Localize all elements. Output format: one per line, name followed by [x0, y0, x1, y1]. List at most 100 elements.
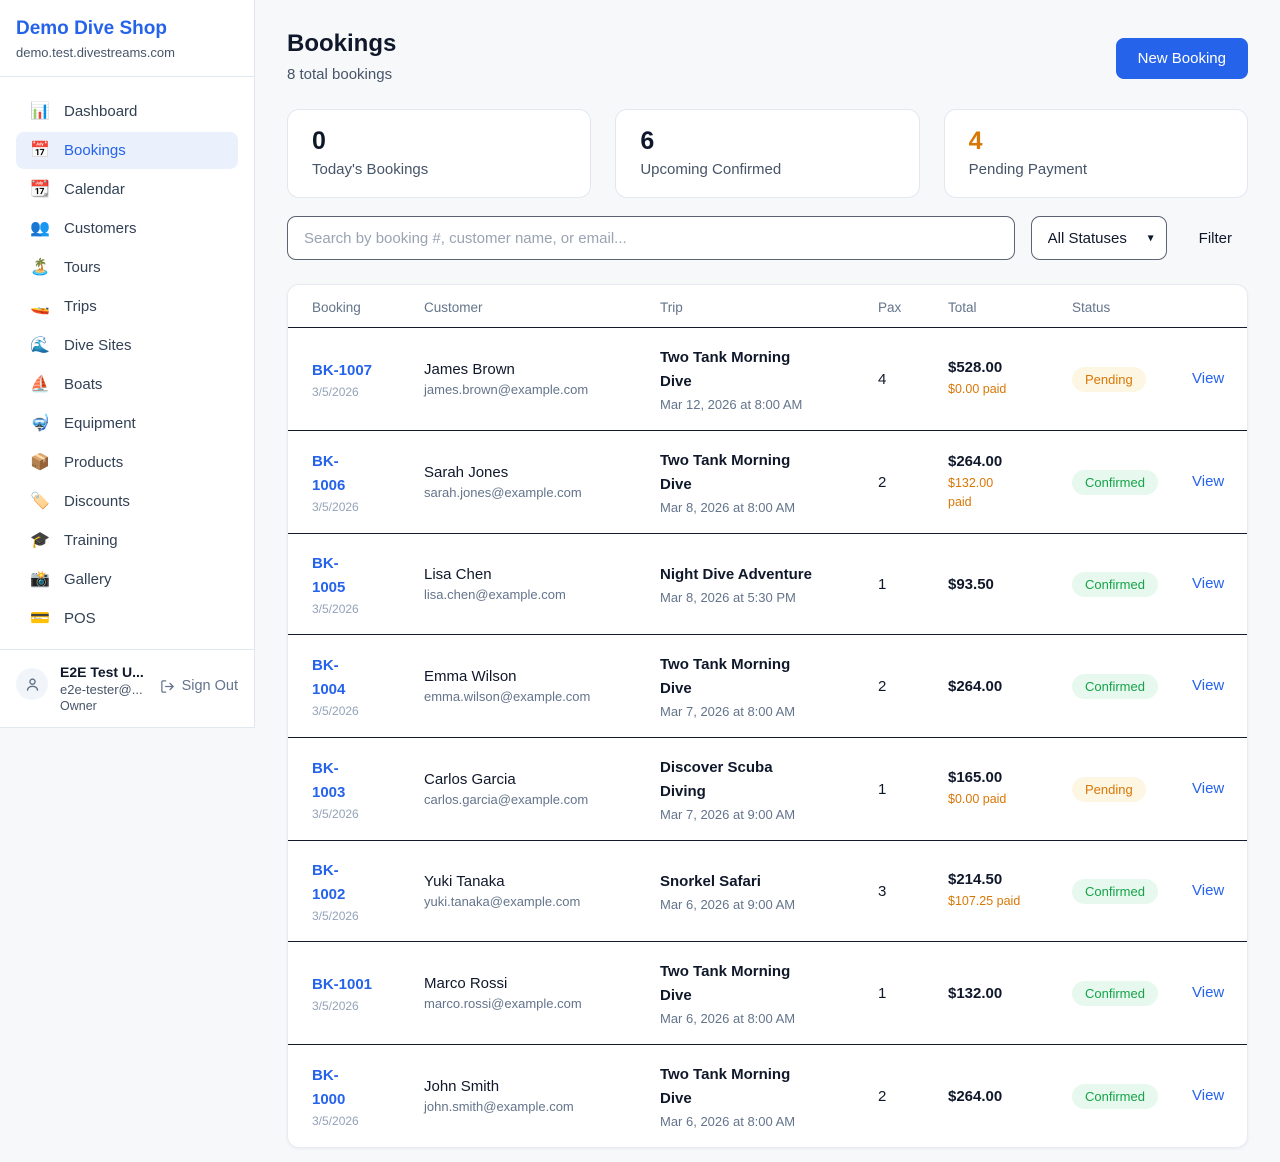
sidebar-item-gallery[interactable]: 📸 Gallery: [16, 561, 238, 598]
status-select-wrap: All Statuses ▾: [1030, 216, 1167, 260]
view-link[interactable]: View: [1192, 984, 1225, 1001]
table-row: BK-1001 3/5/2026 Marco Rossi marco.rossi…: [288, 942, 1247, 1045]
view-link[interactable]: View: [1192, 473, 1225, 490]
sidebar-item-tours[interactable]: 🏝️ Tours: [16, 249, 238, 286]
products-box-icon: 📦: [30, 453, 50, 471]
user-email: e2e-tester@...: [60, 682, 143, 697]
status-cell: Confirmed: [1072, 1083, 1192, 1109]
total-cell: $214.50 $107.25 paid: [948, 871, 1072, 910]
page-title: Bookings: [287, 30, 397, 57]
booking-cell: BK- 1006 3/5/2026: [312, 450, 424, 514]
sign-out-button[interactable]: Sign Out: [160, 678, 238, 694]
booking-id-link[interactable]: BK- 1004: [312, 657, 346, 698]
trip-datetime: Mar 8, 2026 at 8:00 AM: [660, 500, 796, 515]
sidebar-item-trips[interactable]: 🚤 Trips: [16, 288, 238, 325]
sidebar-item-dive-sites[interactable]: 🌊 Dive Sites: [16, 327, 238, 364]
view-link[interactable]: View: [1192, 882, 1225, 899]
booking-id-link[interactable]: BK- 1000: [312, 1067, 346, 1108]
stats-cards: 0 Today's Bookings 6 Upcoming Confirmed …: [287, 109, 1248, 198]
customer-cell: Carlos Garcia carlos.garcia@example.com: [424, 771, 660, 807]
booking-id-link[interactable]: BK- 1006: [312, 453, 346, 494]
shop-name: Demo Dive Shop: [16, 18, 167, 39]
booking-id-link[interactable]: BK-1001: [312, 976, 373, 993]
sidebar-item-equipment[interactable]: 🤿 Equipment: [16, 405, 238, 442]
sidebar-item-label: Products: [64, 454, 124, 471]
column-header-pax: Pax: [878, 300, 902, 315]
table-row: BK- 1003 3/5/2026 Carlos Garcia carlos.g…: [288, 738, 1247, 841]
avatar: [16, 668, 48, 700]
bookings-calendar-icon: 📅: [30, 141, 50, 159]
total-amount: $264.00: [948, 453, 1003, 471]
customer-cell: Emma Wilson emma.wilson@example.com: [424, 668, 660, 704]
sidebar-item-dashboard[interactable]: 📊 Dashboard: [16, 93, 238, 130]
sidebar-item-bookings[interactable]: 📅 Bookings: [16, 132, 238, 169]
total-cell: $264.00: [948, 678, 1072, 695]
booking-id-link[interactable]: BK- 1003: [312, 760, 346, 801]
trip-name: Night Dive Adventure: [660, 566, 812, 583]
actions-cell: View: [1192, 473, 1225, 491]
sidebar-item-calendar[interactable]: 📆 Calendar: [16, 171, 238, 208]
trip-cell: Two Tank Morning Dive Mar 7, 2026 at 8:0…: [660, 653, 878, 719]
stat-value: 0: [312, 127, 326, 155]
sign-out-label: Sign Out: [181, 678, 238, 694]
view-link[interactable]: View: [1192, 575, 1225, 592]
customer-name: James Brown: [424, 361, 515, 378]
view-link[interactable]: View: [1192, 1087, 1225, 1104]
pax-cell: 1: [878, 780, 887, 798]
customer-email: marco.rossi@example.com: [424, 996, 582, 1011]
status-cell: Pending: [1072, 366, 1192, 392]
trip-name: Two Tank Morning Dive: [660, 963, 791, 1004]
customer-name: Sarah Jones: [424, 464, 509, 481]
bookings-table: Booking Customer Trip Pax Total Status B…: [287, 284, 1248, 1148]
total-cell: $264.00: [948, 1088, 1072, 1105]
equipment-mask-icon: 🤿: [30, 414, 50, 432]
search-input[interactable]: [287, 216, 1015, 260]
new-booking-button[interactable]: New Booking: [1115, 38, 1248, 79]
sidebar-item-training[interactable]: 🎓 Training: [16, 522, 238, 559]
booking-id-link[interactable]: BK- 1005: [312, 555, 346, 596]
sidebar-item-customers[interactable]: 👥 Customers: [16, 210, 238, 247]
paid-amount: $0.00 paid: [948, 382, 1007, 397]
sidebar-item-label: Training: [64, 532, 118, 549]
status-badge: Confirmed: [1072, 469, 1158, 495]
booking-id-link[interactable]: BK-1007: [312, 362, 373, 379]
actions-cell: View: [1192, 370, 1225, 388]
table-row: BK- 1006 3/5/2026 Sarah Jones sarah.jone…: [288, 431, 1247, 534]
brand-header: Demo Dive Shop demo.test.divestreams.com: [0, 0, 254, 77]
column-header-total: Total: [948, 300, 977, 315]
main-content: Bookings 8 total bookings New Booking 0 …: [255, 0, 1280, 1162]
sidebar-item-label: Bookings: [64, 142, 126, 159]
booking-date: 3/5/2026: [312, 999, 359, 1013]
paid-amount: $107.25 paid: [948, 894, 1021, 909]
view-link[interactable]: View: [1192, 677, 1225, 694]
filter-row: All Statuses ▾ Filter: [287, 216, 1248, 260]
trip-cell: Two Tank Morning Dive Mar 8, 2026 at 8:0…: [660, 449, 878, 515]
sidebar-item-boats[interactable]: ⛵ Boats: [16, 366, 238, 403]
status-badge: Pending: [1072, 776, 1146, 802]
stat-label: Pending Payment: [968, 161, 1088, 178]
sidebar-item-pos[interactable]: 💳 POS: [16, 600, 238, 637]
booking-id-link[interactable]: BK- 1002: [312, 862, 346, 903]
tours-island-icon: 🏝️: [30, 258, 50, 276]
trips-boat-icon: 🚤: [30, 297, 50, 315]
sidebar-item-label: Boats: [64, 376, 103, 393]
view-link[interactable]: View: [1192, 370, 1225, 387]
total-cell: $132.00: [948, 985, 1072, 1002]
paid-amount: $0.00 paid: [948, 792, 1007, 807]
customer-name: Carlos Garcia: [424, 771, 516, 788]
column-header-customer: Customer: [424, 300, 483, 315]
view-link[interactable]: View: [1192, 780, 1225, 797]
column-header-actions: [1192, 300, 1223, 315]
total-amount: $165.00: [948, 769, 1003, 787]
sidebar-item-products[interactable]: 📦 Products: [16, 444, 238, 481]
booking-cell: BK- 1005 3/5/2026: [312, 552, 424, 616]
stat-card: 6 Upcoming Confirmed: [615, 109, 920, 198]
status-select[interactable]: All Statuses: [1030, 216, 1167, 260]
stat-label: Today's Bookings: [312, 161, 429, 178]
table-row: BK-1007 3/5/2026 James Brown james.brown…: [288, 328, 1247, 431]
sidebar-item-discounts[interactable]: 🏷️ Discounts: [16, 483, 238, 520]
sidebar-item-label: Dive Sites: [64, 337, 132, 354]
stat-value: 4: [968, 127, 983, 155]
column-header-booking: Booking: [312, 300, 361, 315]
filter-button[interactable]: Filter: [1183, 220, 1248, 257]
